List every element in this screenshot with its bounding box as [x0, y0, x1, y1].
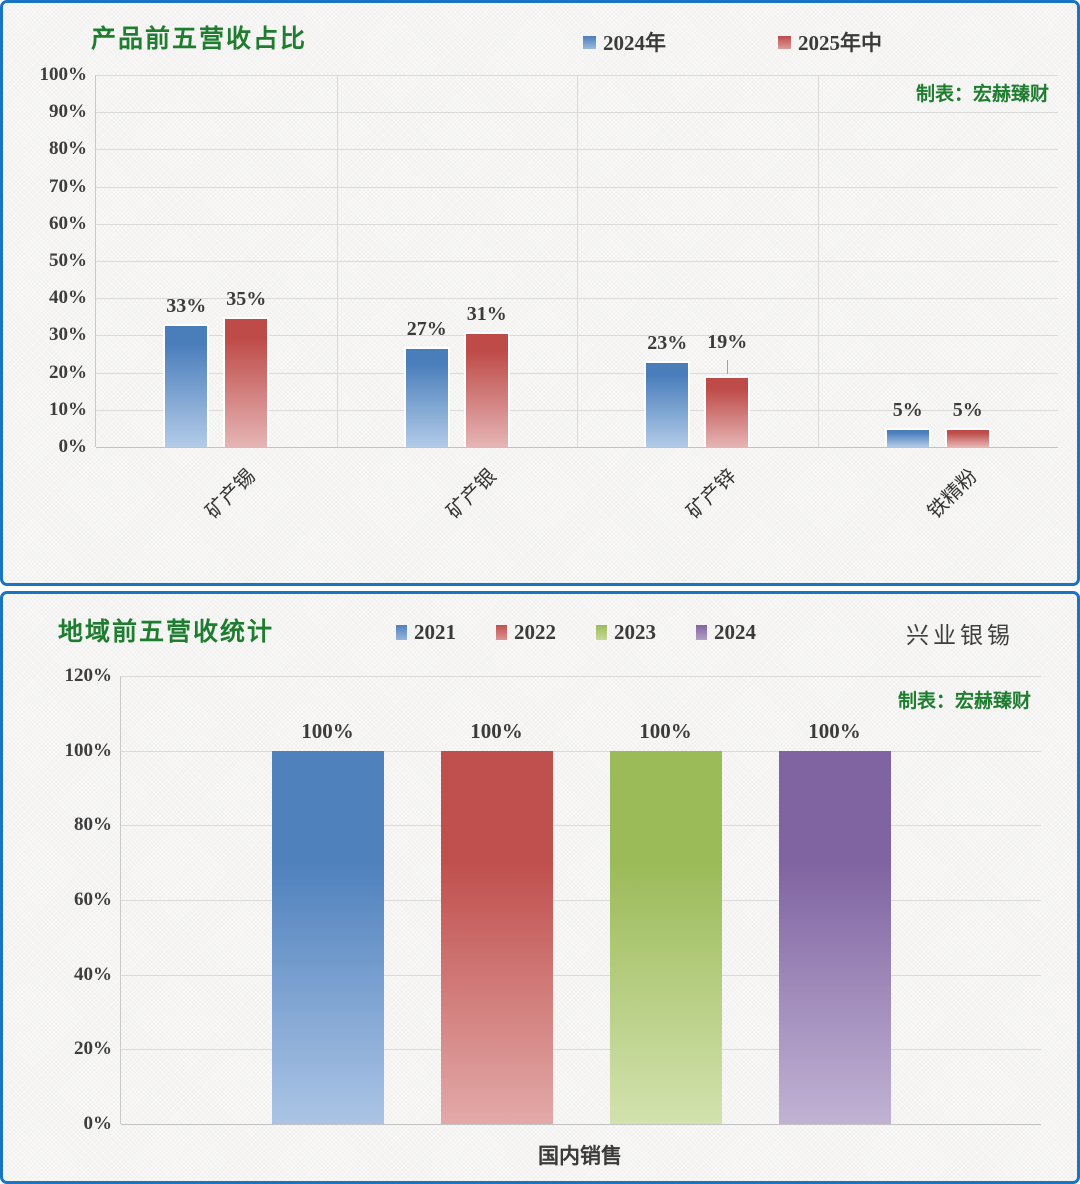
gridline-vertical — [577, 75, 578, 447]
x-axis-label: 矿产锌 — [683, 465, 742, 524]
legend-swatch-icon — [696, 625, 707, 640]
bar-2024年-矿产银 — [403, 346, 450, 447]
gridline-horizontal — [96, 447, 1058, 448]
bottom-chart-panel: 地域前五营收统计 兴业银锡 制表：宏赫臻财 2021 2022 2023 2024 10… — [0, 591, 1080, 1184]
data-label: 33% — [166, 295, 207, 318]
y-axis-tick-label: 60% — [74, 889, 112, 910]
gridline-horizontal — [121, 974, 1041, 976]
legend-item-2024: 2024 — [696, 620, 756, 645]
legend-label: 2022 — [514, 620, 556, 644]
credit-label: 制表：宏赫臻财 — [897, 691, 1031, 712]
data-label: 5% — [952, 399, 983, 422]
legend-label: 2021 — [414, 620, 456, 644]
x-axis-label: 铁精粉 — [923, 465, 982, 524]
legend-item-2022: 2022 — [496, 620, 556, 645]
y-axis-tick-label: 100% — [64, 739, 113, 761]
y-axis-tick-label: 30% — [49, 324, 87, 346]
y-axis-tick-label: 50% — [49, 250, 87, 271]
plot-area: 100% 100% 100% 100% — [120, 676, 1041, 1125]
y-axis-tick-label: 80% — [49, 138, 87, 160]
gridline-horizontal — [121, 900, 1041, 901]
bar-2024年-铁精粉 — [884, 428, 931, 447]
y-axis-tick-label: 90% — [49, 101, 87, 123]
y-axis-tick-label: 100% — [39, 64, 88, 85]
gridline-vertical — [336, 75, 338, 447]
company-watermark: 兴业银锡 — [906, 623, 1014, 648]
data-label: 100% — [301, 718, 354, 743]
gridline-horizontal — [121, 676, 1041, 677]
x-axis-label: 国内销售 — [538, 1144, 622, 1168]
data-label: 100% — [639, 718, 692, 743]
legend-item-2025年中: 2025年中 — [778, 27, 882, 57]
leader-line — [727, 360, 729, 375]
legend-item-2023: 2023 — [596, 620, 656, 645]
data-label: 31% — [466, 302, 507, 325]
legend-swatch-icon — [596, 625, 607, 640]
legend-label: 2024年 — [603, 31, 666, 55]
y-axis-tick-label: 40% — [74, 963, 112, 985]
gridline-horizontal — [121, 750, 1041, 752]
y-axis-tick-label: 40% — [49, 287, 87, 309]
bar-2024-国内销售 — [778, 750, 891, 1124]
gridline-vertical — [817, 75, 819, 447]
data-label: 27% — [406, 317, 447, 340]
bar-2025年中-矿产锡 — [223, 316, 270, 447]
bar-2025年中-矿产银 — [463, 331, 510, 447]
legend-swatch-icon — [496, 625, 507, 640]
bar-2025年中-矿产锌 — [704, 376, 751, 447]
y-axis-tick-label: 120% — [64, 665, 113, 686]
data-label: 5% — [892, 399, 923, 422]
gridline-horizontal — [121, 825, 1041, 827]
gridline-horizontal — [121, 1124, 1041, 1125]
y-axis-tick-label: 80% — [74, 814, 112, 836]
y-axis-tick-label: 0% — [83, 1113, 113, 1134]
chart-title: 地域前五营收统计 — [58, 619, 275, 646]
legend-label: 2024 — [714, 620, 756, 644]
y-axis-tick-label: 10% — [49, 398, 87, 420]
plot-area: 33% 35% 27% 31% 23% 19% 5% 5% — [95, 75, 1058, 448]
gridline-horizontal — [121, 1049, 1041, 1051]
data-label: 19% — [707, 331, 748, 354]
credit-label: 制表：宏赫臻财 — [915, 84, 1049, 105]
x-axis-label: 矿产锡 — [202, 465, 261, 524]
legend-swatch-icon — [583, 35, 596, 49]
legend: 2024年 2025年中 — [583, 27, 882, 57]
legend-swatch-icon — [396, 625, 407, 640]
y-axis-tick-label: 20% — [49, 361, 87, 383]
legend: 2021 2022 2023 2024 — [396, 620, 756, 645]
data-label: 100% — [808, 718, 861, 743]
bar-2024年-矿产锌 — [644, 361, 691, 447]
bar-2023-国内销售 — [609, 750, 722, 1124]
chart-title: 产品前五营收占比 — [91, 26, 308, 53]
y-axis-tick-label: 60% — [49, 212, 87, 234]
data-label: 100% — [470, 718, 523, 743]
top-chart-panel: 产品前五营收占比 制表：宏赫臻财 2024年 2025年中 33% 35% 27% 31%… — [0, 0, 1080, 586]
y-axis-tick-label: 0% — [58, 436, 88, 457]
data-label: 35% — [226, 287, 267, 310]
y-axis-tick-label: 70% — [49, 175, 87, 197]
bar-2024年-矿产锡 — [163, 324, 210, 447]
y-axis-tick-label: 20% — [74, 1038, 112, 1060]
legend-label: 2023 — [614, 620, 656, 644]
legend-label: 2025年中 — [798, 31, 882, 55]
x-axis-label: 矿产银 — [442, 465, 501, 524]
data-label: 23% — [647, 332, 688, 355]
legend-item-2021: 2021 — [396, 620, 456, 645]
legend-item-2024年: 2024年 — [583, 27, 666, 57]
bar-2025年中-铁精粉 — [944, 428, 991, 447]
bar-2021-国内销售 — [271, 750, 384, 1124]
legend-swatch-icon — [778, 35, 791, 49]
bar-2022-国内销售 — [440, 750, 553, 1124]
